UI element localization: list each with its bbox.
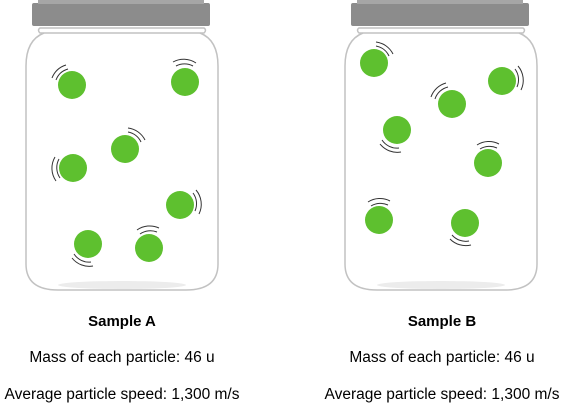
jar-b-lid [351,3,529,26]
particle [51,154,87,182]
particle [166,189,202,219]
particle [111,127,146,163]
particle [379,116,411,153]
sample-b-title: Sample B [407,313,477,330]
jar-a-body [25,32,219,291]
particle [365,198,393,234]
jar-b [344,0,538,291]
sample-b-mass-text: Mass of each particle: 46 u [349,349,535,366]
jar-b-neck [356,27,526,34]
jar-b-body [344,32,538,291]
particle [474,141,502,177]
jar-b-lid-top [357,0,523,4]
jar-a-neck [37,27,207,34]
jar-a-lid-top [38,0,204,4]
particle [171,58,199,96]
sample-a-mass-text: Mass of each particle: 46 u [29,349,215,366]
jar-b-base-shadow [377,281,505,289]
jar-a [25,0,219,291]
particle [449,209,479,247]
jar-a-base-shadow [58,281,186,289]
sample-b-speed-text: Average particle speed: 1,300 m/s [324,386,560,403]
jar-a-lid [32,3,210,26]
particle [430,82,466,118]
sample-a-speed-text: Average particle speed: 1,300 m/s [4,386,240,403]
sample-a-title: Sample A [88,313,156,330]
particle [135,225,163,262]
particle [71,230,102,267]
particle [488,65,524,95]
particle [360,41,394,77]
particle [51,64,86,99]
